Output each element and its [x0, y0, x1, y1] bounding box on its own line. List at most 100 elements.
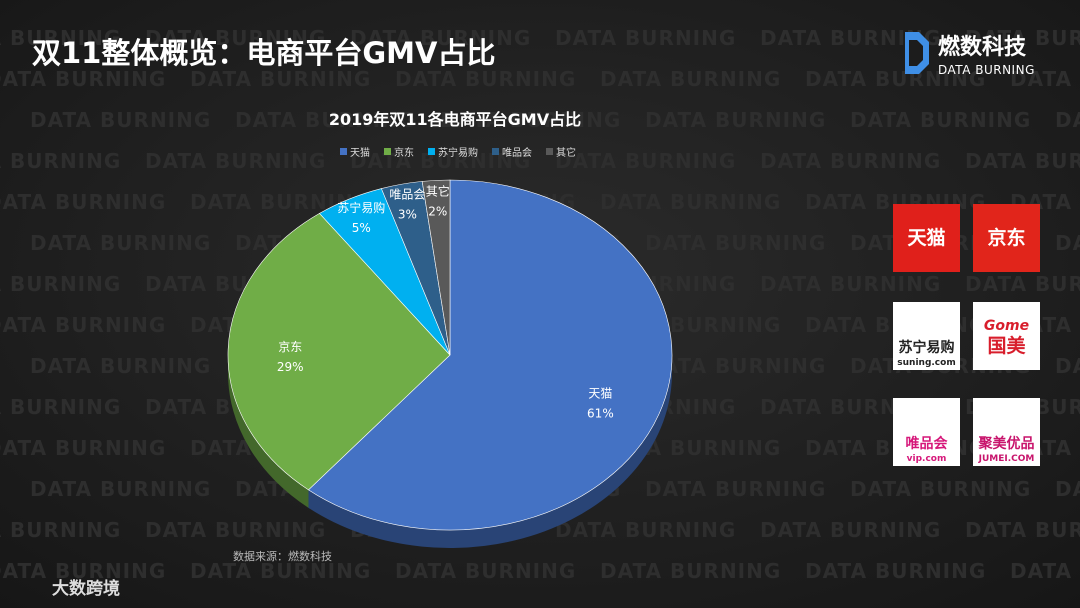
watermark: DATA BURNING [1055, 231, 1080, 255]
slide-title: 双11整体概览：电商平台GMV占比 [32, 36, 495, 70]
watermark: DATA BURNING [0, 26, 121, 50]
watermark: DATA BURNING [965, 26, 1080, 50]
watermark: DATA BURNING [805, 559, 986, 583]
watermark: DATA BURNING [350, 26, 531, 50]
watermark: DATA BURNING [760, 518, 941, 542]
chart-title: 2019年双11各电商平台GMV占比 [329, 110, 581, 129]
slice-value: 61% [587, 407, 614, 421]
watermark: DATA BURNING [645, 477, 826, 501]
watermark: DATA BURNING [0, 395, 121, 419]
legend-label: 唯品会 [502, 146, 532, 159]
watermark: DATA BURNING [555, 149, 736, 173]
logo-name: 京东 [987, 226, 1025, 249]
watermark: DATA BURNING [600, 190, 781, 214]
slice-value: 2% [428, 204, 447, 218]
pie-side [228, 355, 309, 508]
watermark: DATA BURNING [1055, 108, 1080, 132]
logo-name: 国美 [987, 334, 1026, 357]
watermark: DATA BURNING [1010, 67, 1080, 91]
watermark: DATA BURNING [440, 108, 621, 132]
watermark: DATA BURNING [30, 477, 211, 501]
pie-slice [227, 213, 451, 491]
slice-label: 唯品会 [389, 188, 425, 202]
watermark: DATA BURNING [805, 67, 986, 91]
logo-sub: Gome [984, 318, 1029, 334]
pie-slice [308, 179, 673, 531]
watermark: DATA BURNING [350, 149, 531, 173]
watermark: DATA BURNING [0, 518, 121, 542]
watermark: DATA BURNING [1055, 354, 1080, 378]
legend-swatch [492, 148, 499, 155]
watermark: DATA BURNING [850, 477, 1031, 501]
watermark: DATA BURNING [235, 108, 416, 132]
logo-tile [973, 204, 1040, 272]
logo-sub: JUMEI.COM [978, 454, 1035, 464]
slice-label: 其它 [426, 183, 450, 198]
pie: 天猫 61% 京东 29% 苏宁易购 5% 唯品会 3% 其它 2% [227, 179, 673, 548]
watermark: DATA BURNING [965, 149, 1080, 173]
watermark: DATA BURNING [555, 26, 736, 50]
slice-value: 29% [277, 360, 304, 374]
legend: 天猫 京东 苏宁易购 唯品会 其它 [340, 146, 576, 159]
watermark: DATA BURNING [600, 67, 781, 91]
watermark: DATA BURNING [965, 518, 1080, 542]
logo-sub: vip.com [907, 454, 947, 464]
legend-swatch [546, 148, 553, 155]
brand-name: 燃数科技 [938, 34, 1027, 60]
watermark: DATA BURNING [30, 108, 211, 132]
logo-tile [973, 398, 1040, 466]
slice-value: 5% [352, 221, 371, 235]
watermark: DATA BURNING [145, 518, 326, 542]
source: 数据来源：燃数科技 [233, 549, 332, 563]
watermark: DATA BURNING [760, 149, 941, 173]
legend-label: 其它 [556, 146, 576, 159]
pie-side [308, 355, 672, 548]
logo-name: 聚美优品 [978, 435, 1035, 452]
slice-label: 苏宁易购 [337, 200, 385, 215]
watermark: DATA BURNING [190, 559, 371, 583]
watermark: DATA BURNING [0, 149, 121, 173]
watermark: DATA BURNING [395, 559, 576, 583]
watermark: DATA BURNING [145, 149, 326, 173]
watermark: DATA BURNING [30, 354, 211, 378]
footer: 大数跨境 [52, 578, 120, 599]
watermark: DATA BURNING [30, 231, 211, 255]
watermark: DATA BURNING [600, 559, 781, 583]
slice-label: 天猫 [588, 387, 612, 401]
legend-swatch [428, 148, 435, 155]
legend-swatch [384, 148, 391, 155]
watermark: DATA BURNING [145, 26, 326, 50]
pie-slice [421, 179, 451, 356]
watermark: DATA BURNING [0, 436, 166, 460]
legend-label: 天猫 [350, 146, 370, 159]
logo-tile [893, 204, 960, 272]
logo-tile [893, 302, 960, 370]
logo-tile [893, 398, 960, 466]
watermark: DATA BURNING [190, 67, 371, 91]
slice-label: 京东 [278, 340, 302, 354]
watermark: DATA BURNING [0, 190, 166, 214]
watermark: DATA BURNING [850, 108, 1031, 132]
watermark: DATA BURNING [1055, 477, 1080, 501]
logo-sub: suning.com [897, 358, 955, 368]
legend-swatch [340, 148, 347, 155]
watermark: DATA BURNING [645, 108, 826, 132]
logo-name: 天猫 [907, 226, 945, 249]
watermark: DATA BURNING [555, 518, 736, 542]
watermark: DATA BURNING [0, 272, 121, 296]
watermark: DATA BURNING [395, 67, 576, 91]
legend-label: 苏宁易购 [438, 146, 478, 159]
watermark: DATA BURNING [965, 272, 1080, 296]
brand-icon-inner [909, 40, 923, 66]
watermark: DATA BURNING [1010, 559, 1080, 583]
watermark: DATA BURNING [645, 354, 826, 378]
watermark: DATA BURNING [760, 272, 941, 296]
brand-logo: 燃数科技 DATA BURNING [905, 32, 1035, 77]
legend-label: 京东 [394, 146, 414, 159]
watermark: DATA BURNING [0, 67, 166, 91]
logo-tile [973, 302, 1040, 370]
brand-sub: DATA BURNING [938, 63, 1035, 77]
watermark: DATA BURNING [0, 313, 166, 337]
